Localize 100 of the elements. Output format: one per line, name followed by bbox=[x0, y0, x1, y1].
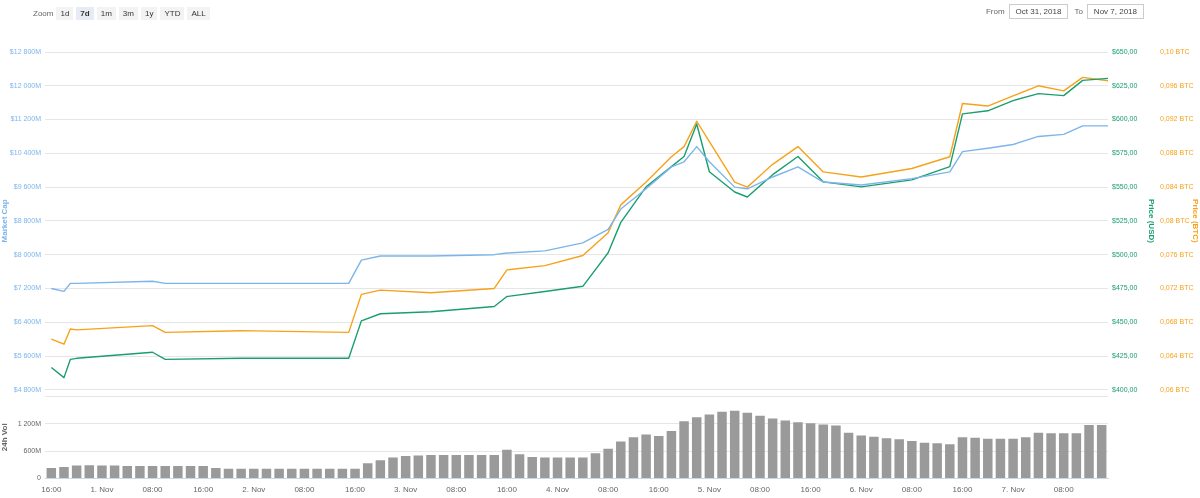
bar bbox=[84, 465, 95, 478]
bar bbox=[223, 468, 234, 478]
x-tick-label: 6. Nov bbox=[849, 485, 873, 495]
bar bbox=[869, 436, 879, 478]
bar bbox=[881, 438, 892, 478]
bar bbox=[729, 410, 740, 478]
bar bbox=[426, 455, 436, 478]
text: From bbox=[985, 7, 1005, 16]
x-tick-label: 4. Nov bbox=[545, 485, 570, 495]
bar bbox=[983, 438, 993, 478]
bar bbox=[261, 468, 272, 478]
range-button[interactable]: 7d bbox=[76, 7, 94, 20]
y-axis-title: Market Cap bbox=[0, 199, 9, 243]
bar bbox=[97, 465, 107, 478]
range-button[interactable]: YTD bbox=[160, 7, 185, 20]
bar bbox=[945, 444, 955, 478]
bar bbox=[413, 455, 424, 478]
x-tick-label: 1. Nov bbox=[90, 485, 114, 495]
bar bbox=[400, 456, 411, 478]
range-button[interactable]: ALL bbox=[187, 7, 210, 20]
bar bbox=[299, 468, 310, 478]
bar bbox=[843, 432, 854, 478]
bar bbox=[818, 424, 829, 478]
bar bbox=[856, 435, 866, 478]
bar bbox=[71, 465, 82, 478]
x-tick-label: 08:00 bbox=[446, 485, 467, 495]
x-tick-label: 16:00 bbox=[41, 485, 62, 495]
bar bbox=[502, 449, 512, 478]
bar bbox=[185, 466, 196, 478]
y3-axis-title: Price (BTC) bbox=[1191, 199, 1200, 244]
bar bbox=[173, 466, 183, 478]
y-axis-title: 24h Vol bbox=[0, 423, 9, 452]
bar bbox=[831, 425, 841, 478]
bar bbox=[679, 421, 689, 478]
bar bbox=[198, 466, 208, 478]
bar bbox=[438, 455, 449, 478]
x-tick-label: 5. Nov bbox=[697, 485, 721, 495]
date-field[interactable]: Oct 31, 2018 bbox=[1008, 4, 1069, 19]
date-field[interactable]: Nov 7, 2018 bbox=[1086, 4, 1144, 19]
bar bbox=[742, 412, 753, 478]
bar bbox=[1033, 432, 1044, 478]
bar bbox=[1071, 433, 1082, 478]
x-tick-label: 16:00 bbox=[345, 485, 366, 495]
bar bbox=[717, 411, 727, 478]
bar bbox=[919, 442, 930, 478]
bar bbox=[287, 468, 297, 478]
bar bbox=[324, 468, 335, 478]
x-tick-label: 16:00 bbox=[648, 485, 670, 495]
bar bbox=[109, 465, 120, 478]
bar bbox=[464, 455, 474, 478]
x-tick-label: 16:00 bbox=[800, 485, 822, 495]
bar bbox=[489, 455, 499, 478]
bar bbox=[514, 454, 525, 478]
bar bbox=[1058, 433, 1069, 478]
bar bbox=[805, 423, 816, 478]
bar bbox=[1046, 433, 1056, 478]
bar bbox=[755, 415, 765, 478]
bar bbox=[616, 441, 626, 478]
range-button[interactable]: 1y bbox=[140, 7, 158, 20]
bar bbox=[578, 457, 588, 478]
y2-axis-title: Price (USD) bbox=[1147, 198, 1156, 244]
bar bbox=[540, 457, 550, 478]
bar bbox=[641, 434, 651, 478]
bar bbox=[552, 457, 563, 478]
bar bbox=[767, 418, 778, 478]
bar bbox=[691, 417, 702, 478]
bar bbox=[654, 435, 664, 478]
x-tick-label: 08:00 bbox=[1053, 485, 1075, 495]
bar bbox=[628, 437, 639, 478]
bar bbox=[603, 448, 613, 478]
x-tick-label: 08:00 bbox=[598, 485, 619, 495]
bar bbox=[375, 460, 386, 478]
bar bbox=[780, 420, 791, 478]
range-button[interactable]: 3m bbox=[118, 7, 138, 20]
bar bbox=[704, 414, 715, 478]
range-button[interactable]: 1d bbox=[56, 7, 74, 20]
bar bbox=[236, 468, 246, 478]
bar bbox=[388, 457, 398, 478]
bar bbox=[476, 455, 487, 478]
bar bbox=[527, 456, 537, 478]
bar bbox=[957, 437, 968, 478]
bar bbox=[147, 466, 158, 478]
bar bbox=[995, 438, 1006, 478]
x-tick-label: 16:00 bbox=[193, 485, 214, 495]
bar bbox=[793, 422, 803, 478]
range-button[interactable]: 1m bbox=[96, 7, 116, 20]
x-tick-label: 7. Nov bbox=[1001, 485, 1025, 495]
text: To bbox=[1074, 7, 1083, 16]
bar bbox=[350, 468, 360, 478]
x-tick-label: 16:00 bbox=[496, 485, 518, 495]
bar bbox=[932, 443, 942, 478]
bar bbox=[1021, 437, 1031, 478]
text: Zoom bbox=[33, 9, 54, 18]
bar bbox=[122, 466, 132, 478]
bar bbox=[970, 437, 980, 478]
bar bbox=[590, 453, 601, 478]
bar bbox=[894, 439, 904, 478]
bar bbox=[312, 468, 322, 478]
x-tick-label: 08:00 bbox=[749, 485, 771, 495]
x-tick-label: 08:00 bbox=[901, 485, 923, 495]
